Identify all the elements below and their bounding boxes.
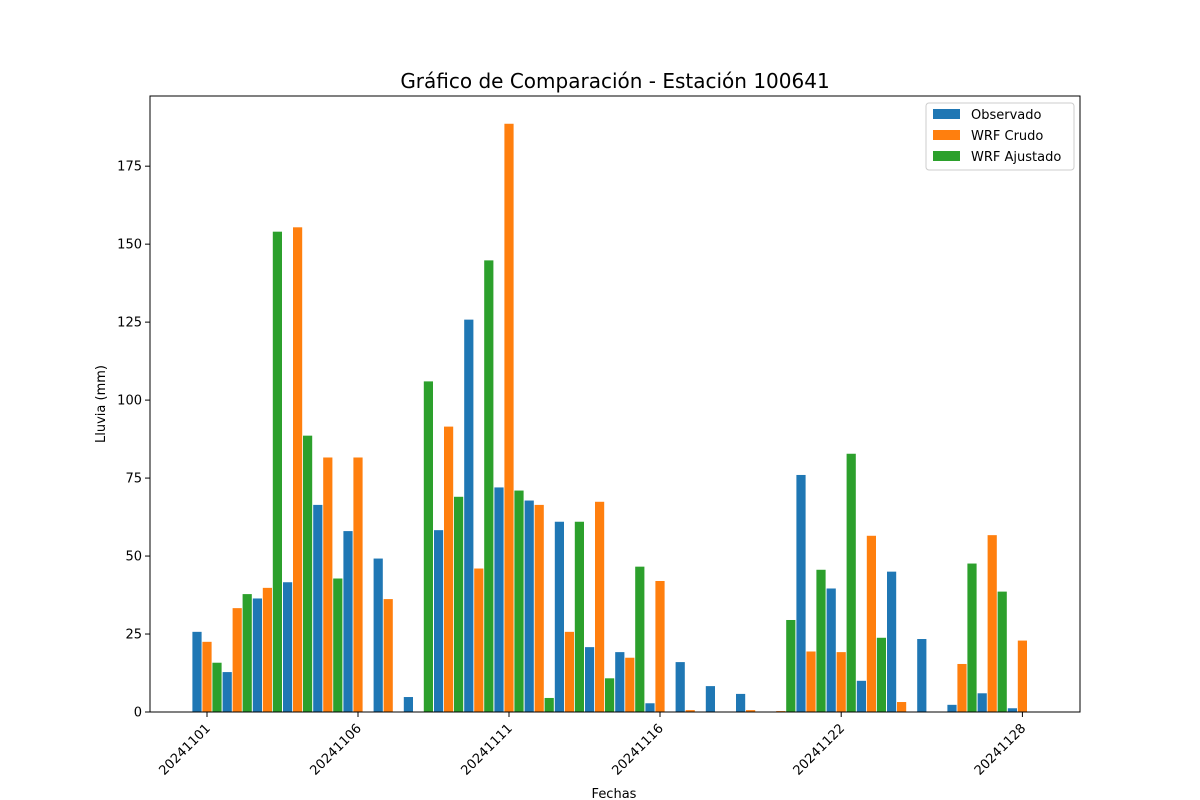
y-tick-label: 0 — [134, 706, 142, 721]
bar-observado-20241116 — [645, 703, 655, 712]
bar-wrf-crudo-20241123 — [866, 535, 876, 712]
bar-observado-20241107 — [373, 558, 383, 712]
bar-observado-20241126 — [947, 704, 957, 712]
y-tick-label: 175 — [117, 160, 142, 175]
bar-wrf-crudo-20241105 — [323, 457, 333, 712]
bar-wrf-ajustado-20241101 — [212, 662, 222, 712]
bar-observado-20241119 — [736, 693, 746, 712]
bar-wrf-ajustado-20241115 — [635, 566, 645, 712]
y-axis-ticks: 0 25 50 75 100 125 150 175 — [117, 160, 150, 721]
legend: Observado WRF Crudo WRF Ajustado — [925, 102, 1075, 171]
bar-wrf-crudo-20241124 — [897, 702, 907, 712]
bar-observado-20241128 — [1007, 708, 1017, 712]
bar-wrf-crudo-20241109 — [444, 426, 454, 712]
bar-observado-20241113 — [554, 521, 564, 712]
bar-wrf-crudo-20241111 — [504, 123, 514, 712]
bar-wrf-ajustado-20241111 — [514, 490, 524, 712]
bar-observado-20241124 — [887, 571, 897, 712]
bar-observado-20241102 — [222, 672, 232, 712]
bar-wrf-crudo-20241114 — [595, 501, 605, 712]
legend-label-observado: Observado — [971, 108, 1042, 123]
bar-wrf-crudo-20241107 — [383, 599, 393, 712]
bar-wrf-ajustado-20241112 — [544, 697, 554, 712]
bar-wrf-crudo-20241102 — [232, 608, 242, 712]
legend-label-wrf-crudo: WRF Crudo — [971, 129, 1043, 144]
bar-wrf-ajustado-20241108 — [423, 381, 433, 712]
legend-swatch-observado — [933, 109, 960, 119]
bar-wrf-ajustado-20241127 — [997, 591, 1007, 712]
bar-wrf-crudo-20241128 — [1017, 640, 1027, 712]
bar-observado-20241121 — [796, 474, 806, 712]
bar-wrf-ajustado-20241113 — [574, 521, 584, 712]
bar-wrf-ajustado-20241120 — [786, 619, 796, 712]
bar-wrf-crudo-20241104 — [293, 227, 303, 712]
bar-wrf-crudo-20241103 — [262, 587, 272, 712]
bar-wrf-crudo-20241112 — [534, 504, 544, 712]
bar-wrf-ajustado-20241102 — [242, 594, 252, 712]
bar-observado-20241103 — [252, 598, 262, 712]
bar-wrf-ajustado-20241121 — [816, 569, 826, 712]
bar-wrf-crudo-20241101 — [202, 641, 212, 712]
bar-observado-20241125 — [917, 639, 927, 712]
y-tick-label: 75 — [125, 472, 142, 487]
bar-wrf-ajustado-20241126 — [967, 563, 977, 712]
y-tick-label: 125 — [117, 316, 142, 331]
bar-wrf-crudo-20241115 — [625, 657, 635, 712]
y-tick-label: 100 — [117, 394, 142, 409]
bar-wrf-crudo-20241121 — [806, 651, 816, 712]
bar-wrf-ajustado-20241104 — [303, 435, 313, 712]
bar-observado-20241122 — [826, 588, 836, 712]
bar-observado-20241115 — [615, 652, 625, 712]
bar-observado-20241109 — [434, 530, 444, 712]
y-tick-label: 25 — [125, 628, 142, 643]
bar-wrf-ajustado-20241110 — [484, 260, 494, 712]
bar-observado-20241104 — [283, 582, 293, 712]
bar-observado-20241123 — [856, 680, 866, 712]
legend-label-wrf-ajustado: WRF Ajustado — [971, 150, 1061, 165]
bar-wrf-ajustado-20241122 — [846, 453, 856, 712]
bar-wrf-crudo-20241116 — [655, 581, 665, 712]
bar-wrf-crudo-20241106 — [353, 457, 363, 712]
y-axis-label: Lluvia (mm) — [94, 365, 109, 443]
bar-observado-20241108 — [403, 697, 413, 712]
bar-wrf-crudo-20241113 — [564, 631, 574, 712]
legend-swatch-wrf-crudo — [933, 130, 960, 140]
bar-wrf-ajustado-20241105 — [333, 578, 343, 712]
bar-wrf-crudo-20241117 — [685, 710, 695, 712]
chart-title: Gráfico de Comparación - Estación 100641 — [400, 69, 829, 93]
bar-observado-20241105 — [313, 504, 323, 712]
bar-observado-20241106 — [343, 531, 353, 712]
bar-observado-20241117 — [675, 662, 685, 712]
y-tick-label: 50 — [125, 550, 142, 565]
bar-observado-20241114 — [585, 647, 595, 712]
bar-wrf-crudo-20241110 — [474, 568, 484, 712]
x-axis-label: Fechas — [592, 787, 637, 800]
legend-frame — [925, 102, 1075, 171]
bar-observado-20241110 — [464, 319, 474, 712]
bar-observado-20241127 — [977, 693, 987, 712]
bar-wrf-crudo-20241122 — [836, 652, 846, 712]
bars-group — [192, 123, 1027, 712]
bar-wrf-crudo-20241127 — [987, 535, 997, 712]
bar-observado-20241101 — [192, 631, 202, 712]
bar-wrf-ajustado-20241123 — [876, 637, 886, 712]
bar-wrf-crudo-20241126 — [957, 663, 967, 712]
plot-frame — [149, 95, 1081, 713]
bar-wrf-ajustado-20241114 — [605, 678, 615, 712]
bar-wrf-crudo-20241119 — [746, 710, 756, 712]
bar-wrf-ajustado-20241103 — [272, 231, 282, 712]
legend-swatch-wrf-ajustado — [933, 151, 960, 161]
y-tick-label: 150 — [117, 238, 142, 253]
bar-observado-20241111 — [494, 487, 504, 712]
bar-observado-20241118 — [705, 686, 715, 712]
bar-wrf-ajustado-20241109 — [454, 496, 464, 712]
bar-observado-20241112 — [524, 500, 534, 712]
